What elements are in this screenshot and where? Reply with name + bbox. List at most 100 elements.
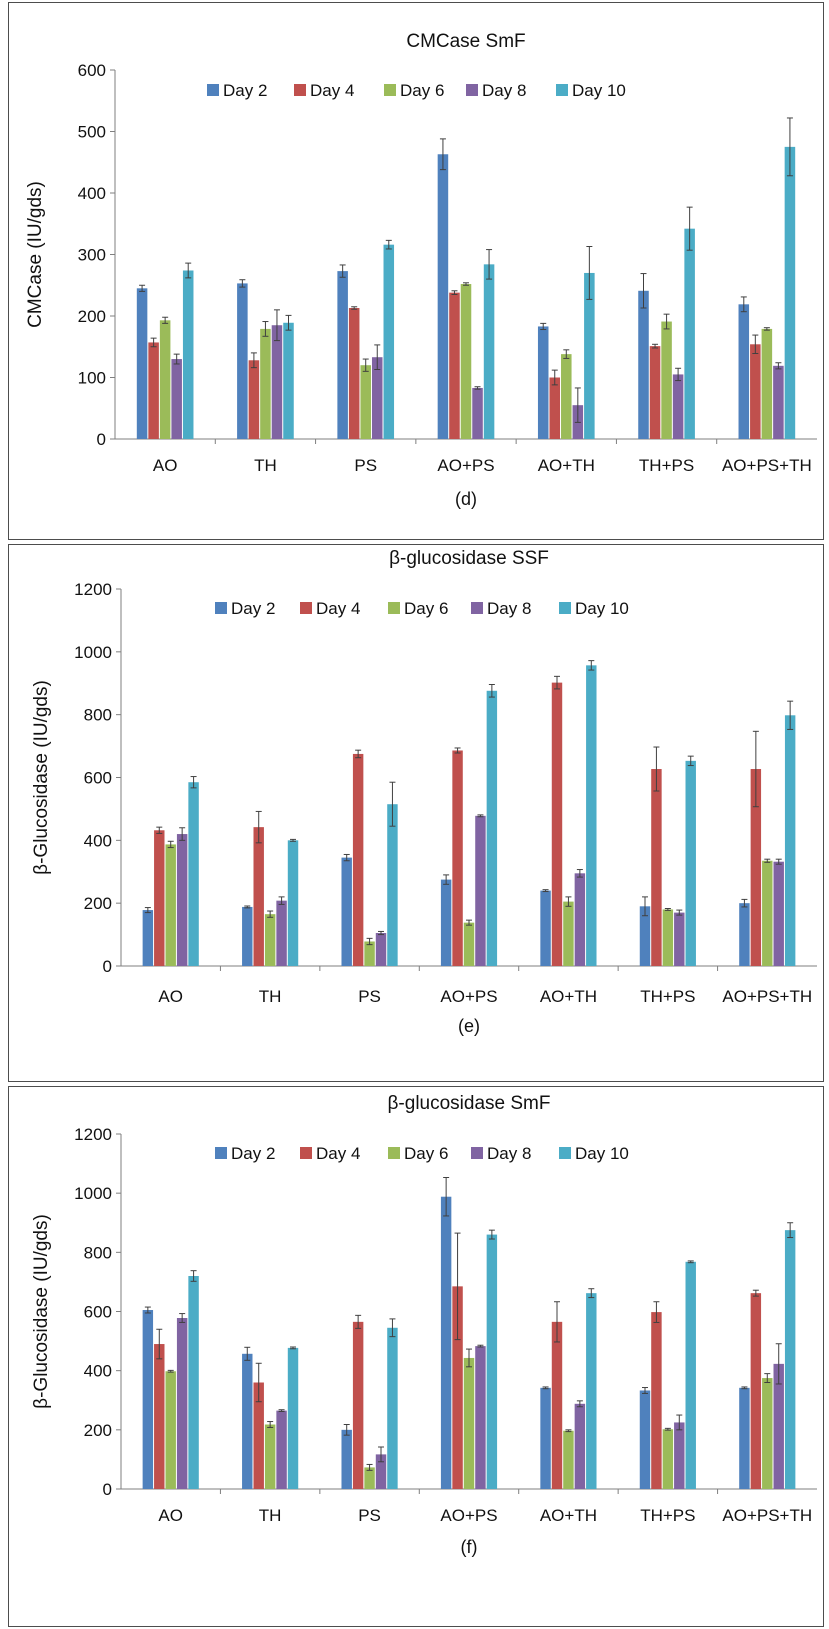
bar	[142, 910, 154, 966]
bar	[540, 1387, 551, 1489]
chart-panel-f: β-glucosidase SmF 0 200 400 600 800 1000 1200 β-…	[8, 1086, 824, 1627]
bar	[352, 1321, 364, 1489]
y-tick-label: 1000	[74, 643, 112, 662]
bar-chart: β-glucosidase SmF 0 200 400 600 800 1000 1200 β-…	[31, 1093, 817, 1557]
panel-label: (f)	[461, 1537, 478, 1557]
bar	[176, 1318, 188, 1489]
bar	[674, 1422, 685, 1489]
bar	[176, 834, 188, 966]
x-tick-label: TH	[259, 1506, 282, 1525]
y-tick-label: 800	[84, 1243, 112, 1262]
bar	[649, 346, 661, 439]
legend-swatch	[215, 1147, 227, 1159]
legend-label: Day 2	[231, 599, 275, 618]
y-tick-label: 300	[78, 246, 106, 265]
bar	[452, 750, 463, 966]
y-tick-label: 200	[84, 894, 112, 913]
legend-label: Day 6	[404, 1144, 448, 1163]
x-tick-label: TH	[254, 456, 277, 475]
legend-label: Day 8	[487, 599, 531, 618]
legend-swatch	[294, 84, 306, 96]
bar	[364, 1467, 375, 1489]
legend-label: Day 2	[223, 81, 267, 100]
bar	[154, 830, 165, 966]
y-tick-label: 400	[84, 831, 112, 850]
x-tick-label: AO+PS	[437, 456, 494, 475]
y-tick-label: 800	[84, 706, 112, 725]
chart-panel-e: β-glucosidase SSF 0 200 400 600 800 1000 1200 β-…	[8, 544, 824, 1082]
bar	[563, 1430, 574, 1489]
legend-label: Day 4	[310, 81, 354, 100]
bar	[375, 1454, 387, 1489]
x-tick-label: TH+PS	[639, 456, 694, 475]
bar	[773, 365, 784, 439]
bar	[551, 1321, 563, 1489]
bar	[483, 264, 495, 439]
bar	[750, 344, 761, 439]
bar	[549, 377, 561, 439]
chart-panel-d: CMCase SmF 0 100 200 300 400 500 600 CMCase (IU/…	[8, 2, 824, 540]
legend-swatch	[300, 602, 312, 614]
y-tick-label: 200	[78, 307, 106, 326]
bar	[662, 1429, 674, 1489]
bar	[651, 1312, 662, 1489]
legend-swatch	[559, 1147, 571, 1159]
bar	[739, 1387, 750, 1489]
x-tick-label: AO	[158, 987, 183, 1006]
bar	[651, 769, 662, 966]
bar	[784, 715, 796, 966]
x-tick-label: TH+PS	[640, 987, 695, 1006]
chart-title: β-glucosidase SSF	[389, 548, 549, 569]
x-tick-label: AO	[158, 1506, 183, 1525]
y-axis-label: β-Glucosidase (IU/gds)	[31, 1214, 52, 1409]
y-tick-label: 400	[84, 1362, 112, 1381]
x-tick-label: AO+PS+TH	[722, 1506, 812, 1525]
bar	[182, 270, 194, 439]
x-tick-label: TH	[259, 987, 282, 1006]
bar	[341, 1429, 352, 1489]
bar	[171, 359, 182, 439]
y-tick-label: 500	[78, 123, 106, 142]
bar	[685, 760, 696, 966]
y-tick-label: 600	[78, 61, 106, 80]
bar-chart: β-glucosidase SSF 0 200 400 600 800 1000 1200 β-…	[31, 548, 817, 1036]
bar	[360, 365, 371, 439]
bar	[348, 308, 360, 439]
y-tick-label: 100	[78, 369, 106, 388]
bar	[440, 1196, 452, 1489]
bar	[136, 288, 148, 439]
x-tick-label: TH+PS	[640, 1506, 695, 1525]
legend-swatch	[556, 84, 568, 96]
bar	[672, 374, 684, 439]
bar	[452, 1286, 463, 1489]
bar	[584, 272, 595, 439]
bar	[283, 322, 294, 439]
legend-swatch	[388, 602, 400, 614]
legend-swatch	[559, 602, 571, 614]
bar	[260, 328, 271, 439]
bar	[685, 1261, 696, 1489]
bar	[165, 844, 176, 966]
bar	[341, 857, 352, 966]
bar	[188, 1276, 199, 1489]
bar	[142, 1310, 154, 1489]
bar	[253, 1382, 264, 1489]
bar	[287, 1347, 299, 1489]
bar	[440, 879, 452, 966]
bar	[762, 1378, 773, 1489]
bar	[352, 753, 364, 966]
bar	[371, 357, 383, 439]
legend-label: Day 6	[404, 599, 448, 618]
bar	[739, 903, 750, 966]
legend-label: Day 10	[575, 599, 629, 618]
x-tick-label: AO+PS	[440, 1506, 497, 1525]
x-tick-label: PS	[354, 456, 377, 475]
y-axis-label: β-Glucosidase (IU/gds)	[31, 680, 52, 875]
y-tick-label: 600	[84, 1303, 112, 1322]
x-tick-label: AO+PS+TH	[722, 987, 812, 1006]
y-tick-label: 1200	[74, 580, 112, 599]
bar	[551, 682, 563, 966]
bar	[762, 860, 773, 966]
bar	[750, 1293, 762, 1489]
bar	[661, 321, 672, 439]
